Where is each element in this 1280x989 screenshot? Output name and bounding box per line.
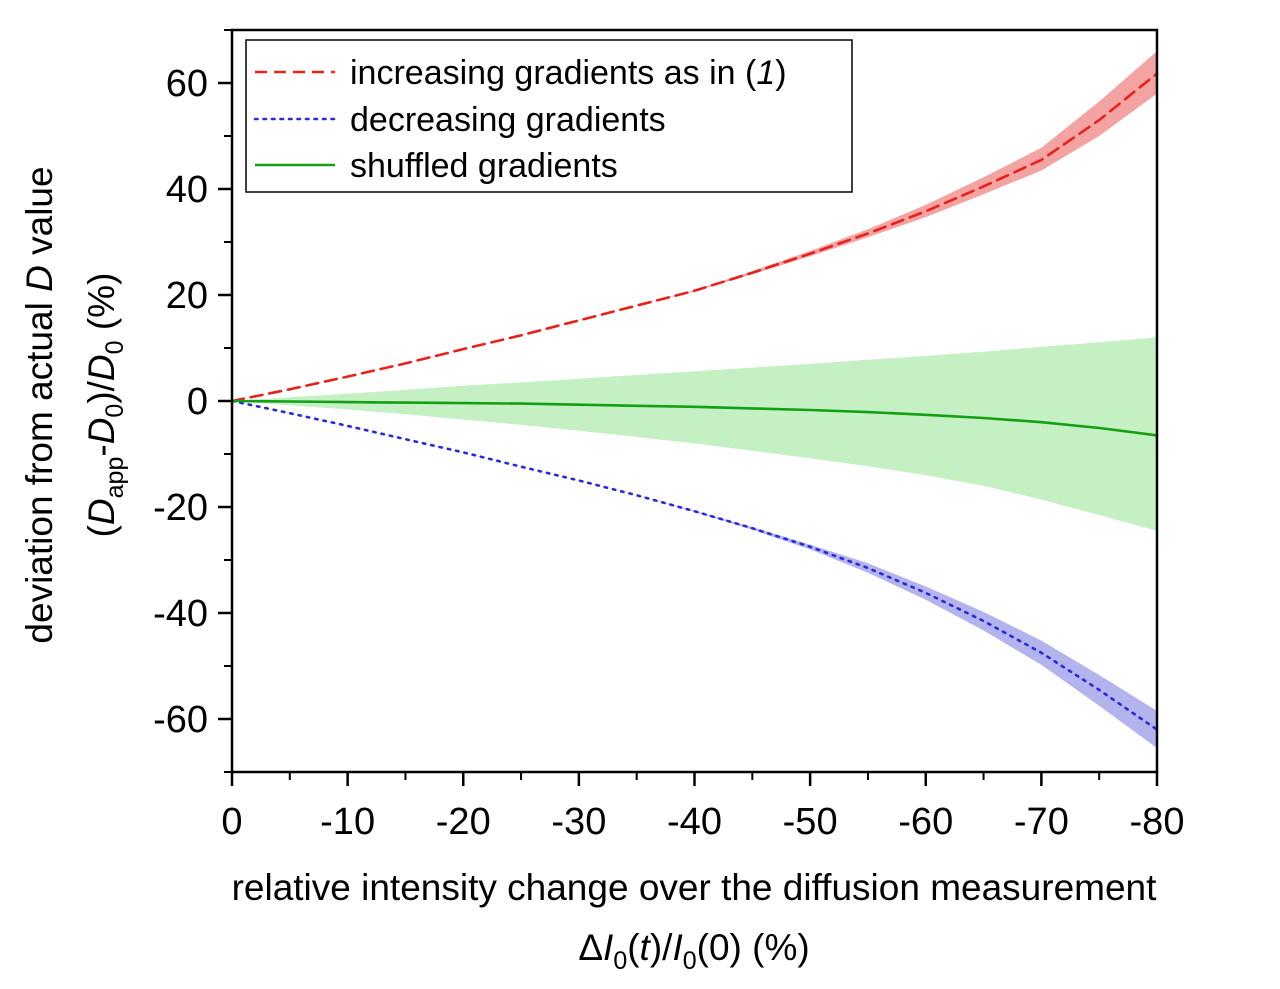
x-tick-label: -80 xyxy=(1130,801,1185,843)
x-tick-label: -40 xyxy=(667,801,722,843)
x-axis-title-line1: relative intensity change over the diffu… xyxy=(232,867,1158,908)
band-shuffled-gradients xyxy=(232,337,1157,531)
x-axis: 0 -10 -20 -30 -40 -50 -60 -70 -80 xyxy=(221,772,1184,843)
y-tick-label: 0 xyxy=(187,381,208,423)
y-tick-label: -40 xyxy=(153,593,208,635)
y-tick-label: 20 xyxy=(166,275,208,317)
legend-label-increasing: increasing gradients as in (1) xyxy=(350,54,787,92)
line-decreasing-gradients xyxy=(230,399,1159,731)
legend-label-shuffled: shuffled gradients xyxy=(350,147,618,185)
legend-box xyxy=(245,39,853,193)
line-shuffled-gradients xyxy=(230,399,1159,437)
x-tick-label: -60 xyxy=(898,801,953,843)
legend: increasing gradients as in (1) decreasin… xyxy=(245,39,853,193)
y-tick-label: 40 xyxy=(166,169,208,211)
series-lines xyxy=(230,72,1159,731)
y-axis-title-line2: (Dapp-D0)/D0 (%) xyxy=(81,273,129,538)
x-tick-label: -30 xyxy=(551,801,606,843)
y-tick-label: -20 xyxy=(153,487,208,529)
legend-label-decreasing: decreasing gradients xyxy=(350,101,666,139)
x-tick-label: -50 xyxy=(783,801,838,843)
uncertainty-bands xyxy=(232,51,1157,749)
line-increasing-gradients-as-in-1 xyxy=(230,72,1159,403)
y-tick-label: 60 xyxy=(166,63,208,105)
x-axis-title-line2: ΔI0(t)/I0(0) (%) xyxy=(578,927,809,975)
x-tick-label: -10 xyxy=(320,801,375,843)
y-tick-label: -60 xyxy=(153,699,208,741)
x-tick-label: 0 xyxy=(221,801,242,843)
x-tick-label: -70 xyxy=(1014,801,1069,843)
x-tick-label: -20 xyxy=(436,801,491,843)
y-axis-title-line1: deviation from actual D value xyxy=(19,166,60,643)
y-axis: -60 -40 -20 0 20 40 60 xyxy=(153,29,232,773)
